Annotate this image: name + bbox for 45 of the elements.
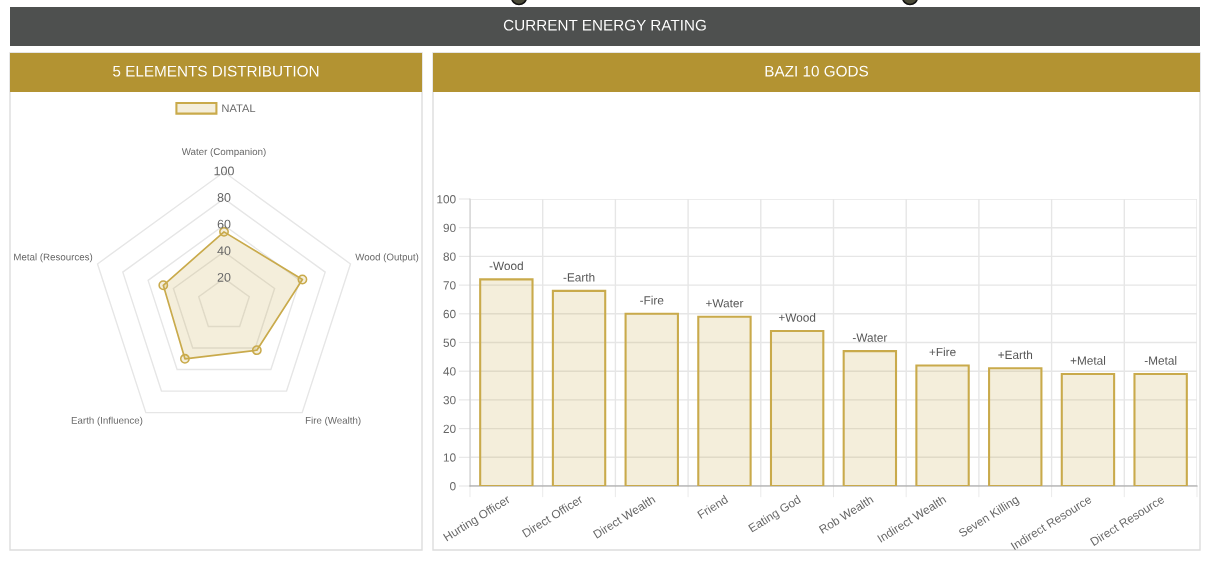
data-label: +Water: [706, 299, 744, 308]
bar: [842, 350, 898, 486]
y-tick-label: 40: [217, 246, 231, 256]
y-tick-label: 0: [450, 482, 456, 491]
bar: [1060, 373, 1116, 486]
text: CURRENT ENERGY RATING: [503, 19, 706, 31]
data-label: -Metal: [1144, 356, 1177, 365]
data-label: +Earth: [998, 350, 1033, 360]
bar: [915, 364, 970, 486]
bar: [479, 278, 534, 486]
bar: [551, 289, 607, 486]
data-label: +Fire: [929, 347, 956, 357]
data-label: +Metal: [1070, 356, 1106, 365]
data-label: -Wood: [489, 261, 523, 271]
spoke-label: Wood (Output): [355, 253, 419, 263]
y-tick-label: 60: [217, 219, 231, 229]
y-tick-label: 50: [443, 338, 456, 347]
y-tick-label: 100: [437, 195, 456, 204]
spoke-label: Metal (Resources): [14, 253, 93, 263]
bar: [624, 312, 679, 486]
data-label: -Water: [852, 333, 888, 342]
spoke-label: Earth (Influence): [71, 416, 143, 426]
y-tick-label: 60: [443, 309, 456, 319]
chart-title: BAZI 10 GODS: [765, 65, 869, 77]
y-tick-label: 40: [443, 367, 456, 376]
spoke-label: Water (Companion): [181, 147, 266, 157]
y-tick-label: 20: [443, 424, 456, 433]
y-tick-label: 100: [214, 166, 234, 176]
y-tick-label: 90: [443, 223, 456, 233]
bar: [697, 315, 752, 486]
y-tick-label: 80: [217, 193, 231, 202]
y-tick-label: 10: [443, 453, 456, 462]
y-tick-label: 20: [217, 272, 231, 282]
data-label: -Fire: [640, 295, 664, 305]
bar: [1133, 373, 1188, 486]
chart-title: 5 ELEMENTS DISTRIBUTION: [113, 65, 319, 77]
legend-label: NATAL: [222, 104, 256, 113]
spoke-label: Fire (Wealth): [305, 416, 361, 426]
bar: [769, 329, 825, 486]
data-label: +Wood: [778, 313, 816, 322]
bar: [988, 367, 1043, 486]
y-tick-label: 30: [443, 395, 456, 405]
y-tick-label: 80: [443, 252, 456, 261]
y-tick-label: 70: [443, 281, 456, 290]
data-label: -Earth: [563, 272, 595, 282]
